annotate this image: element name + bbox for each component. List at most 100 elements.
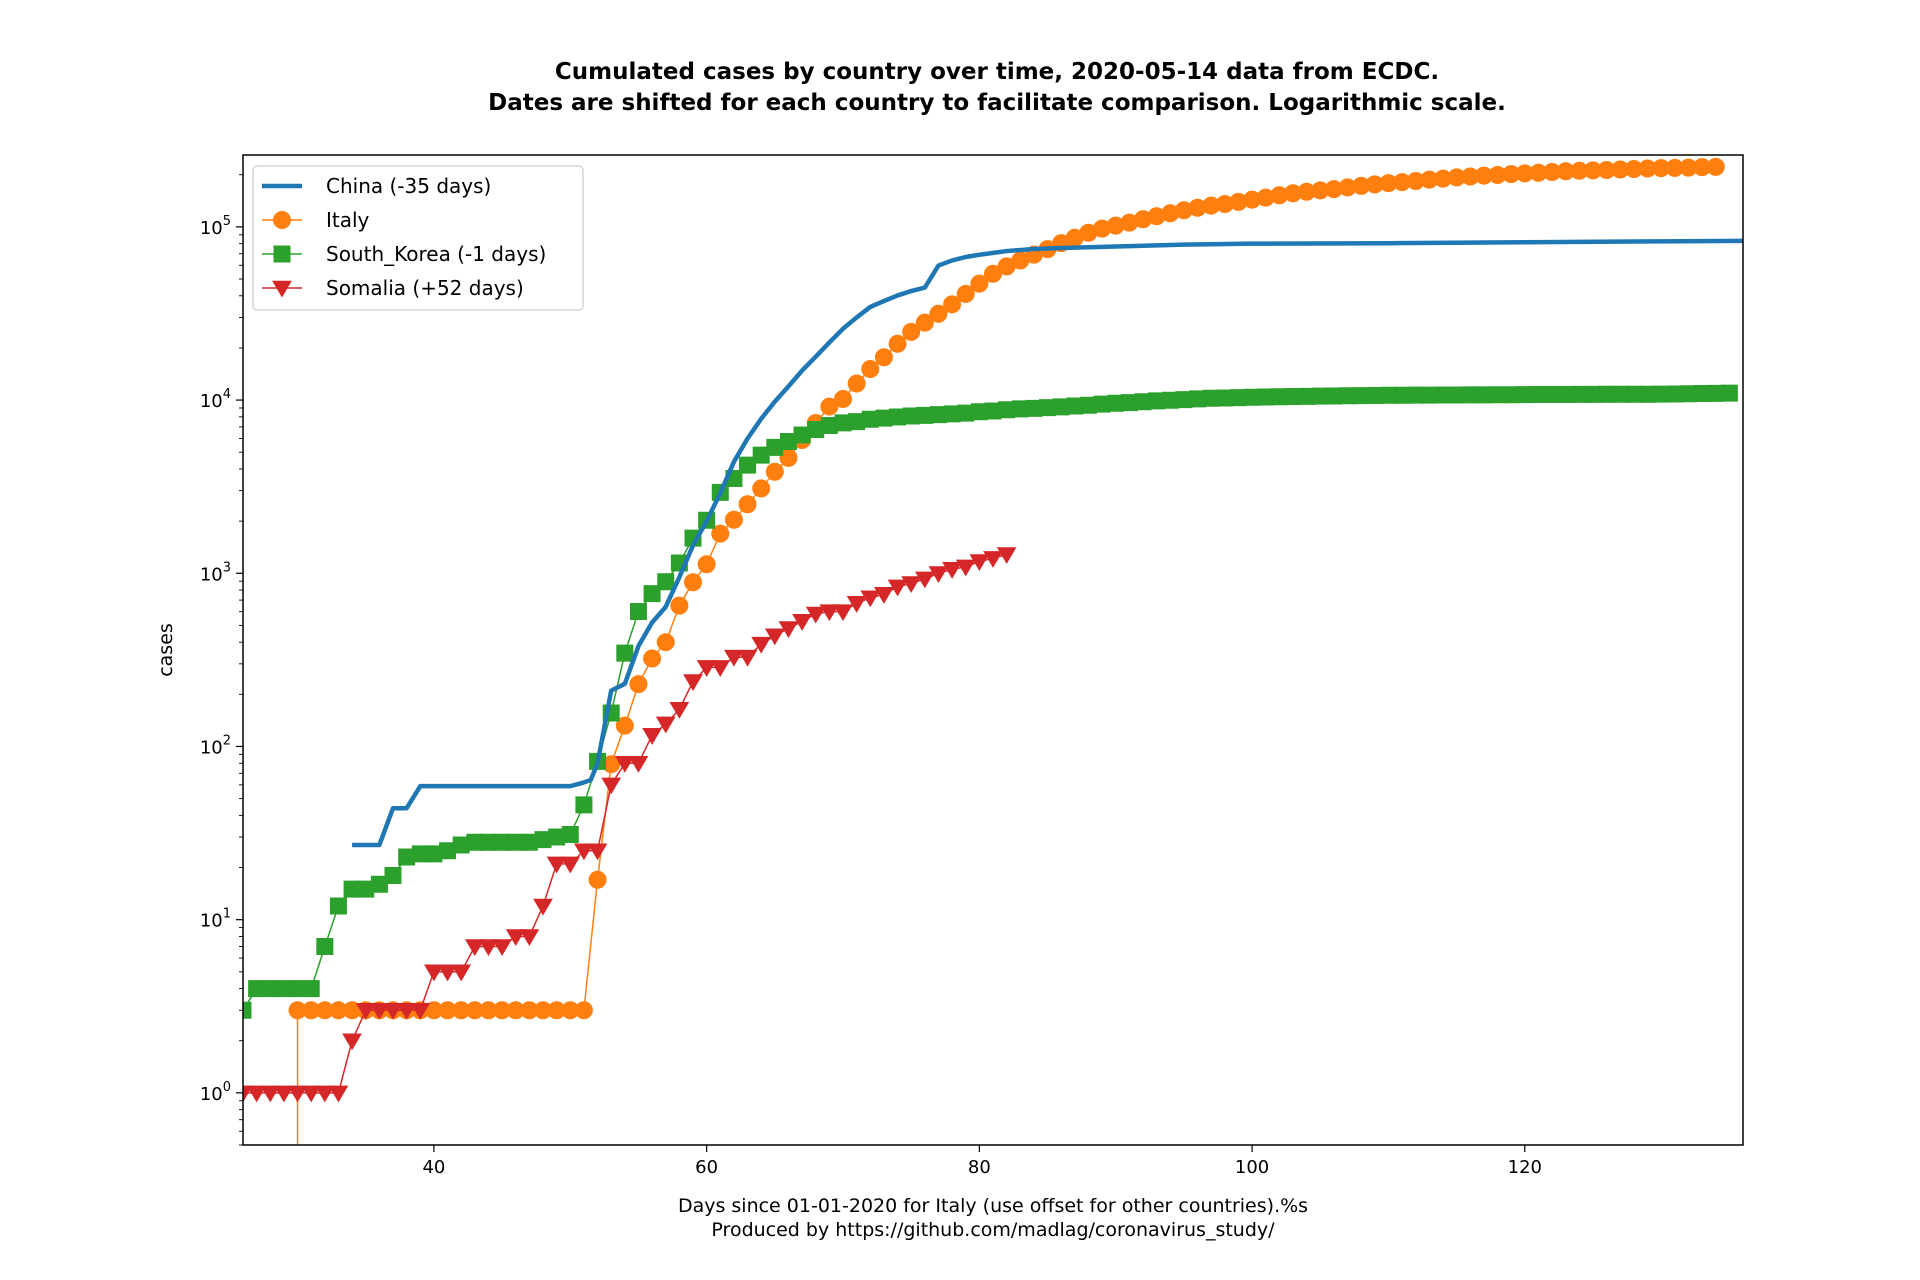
data-point-south-korea-1-days [1134, 393, 1152, 411]
data-point-south-korea-1-days [575, 796, 593, 814]
data-point-italy [765, 462, 784, 481]
data-point-somalia-52-days [260, 1085, 281, 1103]
y-tick-label: 103 [200, 560, 231, 585]
legend-item-italy: Italy [262, 208, 370, 232]
legend-swatch-marker [273, 211, 291, 229]
data-point-somalia-52-days [328, 1085, 349, 1103]
data-point-south-korea-1-days [616, 644, 634, 662]
x-tick-label: 80 [968, 1157, 991, 1178]
data-point-south-korea-1-days [1148, 392, 1166, 410]
data-point-south-korea-1-days [739, 456, 757, 474]
data-point-somalia-52-days [887, 579, 908, 597]
data-point-somalia-52-days [805, 606, 826, 624]
data-point-somalia-52-days [437, 964, 458, 982]
data-point-south-korea-1-days [793, 426, 811, 444]
data-point-south-korea-1-days [766, 438, 784, 456]
data-point-south-korea-1-days [370, 875, 388, 893]
data-point-italy [888, 334, 907, 353]
data-point-somalia-52-days [792, 614, 812, 631]
data-point-south-korea-1-days [1720, 384, 1738, 402]
axes-frame [242, 154, 1744, 1146]
data-point-south-korea-1-days [916, 406, 934, 424]
data-point-somalia-52-days [533, 898, 553, 916]
data-point-somalia-52-days [819, 604, 840, 622]
data-point-south-korea-1-days [1066, 397, 1084, 415]
data-point-south-korea-1-days [1079, 396, 1097, 414]
data-point-south-korea-1-days [943, 405, 961, 423]
data-point-somalia-52-days [505, 929, 526, 946]
data-point-south-korea-1-days [998, 401, 1016, 419]
data-point-italy [915, 313, 934, 332]
data-point-south-korea-1-days [534, 831, 552, 849]
data-point-south-korea-1-days [439, 842, 457, 860]
data-point-italy [929, 304, 948, 323]
series-somalia-52-days [243, 547, 1017, 1103]
data-point-south-korea-1-days [657, 573, 675, 591]
legend: China (-35 days) Italy South_Korea (-1 day… [252, 165, 584, 311]
x-tick-label: 100 [1235, 1157, 1269, 1178]
data-point-south-korea-1-days [889, 408, 907, 426]
data-point-somalia-52-days [642, 728, 662, 745]
data-point-somalia-52-days [369, 1002, 390, 1020]
data-point-south-korea-1-days [1161, 391, 1179, 409]
legend-box [252, 165, 584, 311]
x-axis-ticks: 40 60 80 100 120 [422, 1145, 1542, 1178]
y-axis-label: cases [155, 623, 177, 677]
data-point-south-korea-1-days [629, 602, 647, 620]
data-point-somalia-52-days [587, 843, 608, 861]
data-point-south-korea-1-days [548, 828, 566, 846]
data-point-italy [643, 649, 662, 668]
data-point-italy [738, 495, 757, 514]
data-point-south-korea-1-days [752, 446, 770, 464]
data-point-south-korea-1-days [779, 432, 797, 450]
data-point-italy [615, 716, 634, 735]
x-axis-label-line-2: Produced by https://github.com/madlag/co… [711, 1219, 1275, 1241]
data-point-italy [984, 264, 1002, 283]
data-point-somalia-52-days [342, 1033, 362, 1051]
data-point-somalia-52-days [246, 1085, 267, 1103]
data-point-somalia-52-days [833, 604, 853, 622]
data-point-south-korea-1-days [807, 420, 825, 438]
data-point-somalia-52-days [383, 1002, 403, 1020]
data-point-italy [752, 479, 771, 498]
data-point-italy [684, 573, 702, 592]
data-point-south-korea-1-days [1093, 395, 1111, 413]
data-point-south-korea-1-days [520, 833, 538, 851]
data-point-somalia-52-days [764, 628, 785, 646]
chart-title-line-2: Dates are shifted for each country to fa… [488, 90, 1506, 116]
data-point-italy [956, 284, 975, 303]
data-point-south-korea-1-days [1175, 391, 1193, 409]
data-point-south-korea-1-days [1189, 390, 1207, 408]
data-point-somalia-52-days [724, 649, 744, 667]
data-point-south-korea-1-days [1052, 398, 1070, 416]
data-point-italy [670, 596, 689, 615]
data-point-somalia-52-days [519, 929, 540, 946]
data-point-somalia-52-days [355, 1002, 376, 1020]
data-point-somalia-52-days [546, 856, 567, 874]
data-point-somalia-52-days [655, 716, 676, 734]
data-point-south-korea-1-days [848, 413, 866, 431]
data-point-south-korea-1-days [357, 880, 375, 898]
x-axis-label-line-1: Days since 01-01-2020 for Italy (use off… [678, 1195, 1308, 1217]
plot-area [243, 157, 1743, 1145]
data-point-somalia-52-days [410, 1002, 431, 1020]
series-china-35-days [352, 238, 1743, 848]
data-point-somalia-52-days [942, 562, 962, 579]
data-point-south-korea-1-days [643, 585, 661, 603]
data-point-somalia-52-days [396, 1002, 417, 1020]
data-point-italy [847, 374, 866, 393]
data-point-south-korea-1-days [984, 402, 1002, 420]
data-point-somalia-52-days [751, 636, 772, 654]
data-point-somalia-52-days [287, 1085, 308, 1103]
legend-label: Somalia (+52 days) [326, 276, 524, 300]
data-point-somalia-52-days [901, 576, 922, 594]
x-tick-label: 120 [1508, 1157, 1542, 1178]
data-point-south-korea-1-days [1011, 400, 1029, 418]
data-point-south-korea-1-days [1025, 399, 1043, 417]
legend-swatch-marker [273, 245, 291, 263]
data-point-somalia-52-days [914, 571, 935, 589]
data-point-somalia-52-days [451, 964, 472, 982]
x-tick-label: 60 [695, 1157, 718, 1178]
